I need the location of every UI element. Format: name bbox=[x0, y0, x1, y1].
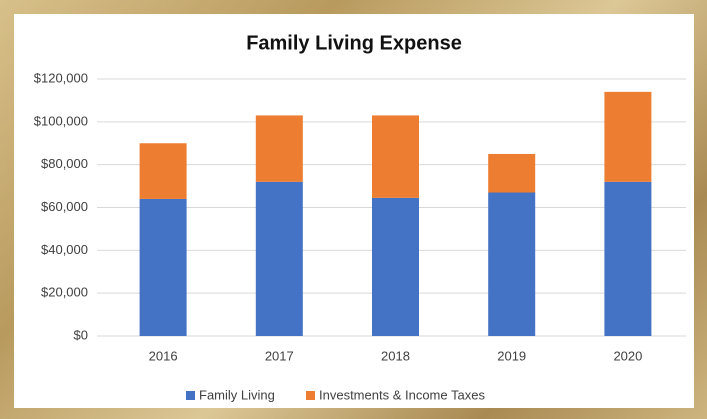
bar-segment bbox=[372, 197, 419, 336]
x-tick-label: 2016 bbox=[149, 348, 178, 363]
y-tick-label: $120,000 bbox=[34, 70, 88, 85]
y-tick-label: $20,000 bbox=[41, 285, 88, 300]
legend-label: Investments & Income Taxes bbox=[319, 387, 485, 402]
bar-segment bbox=[255, 181, 303, 336]
x-tick-label: 2017 bbox=[265, 348, 294, 363]
bar-segment bbox=[139, 143, 187, 199]
bar-segment bbox=[604, 91, 652, 182]
legend-swatch bbox=[306, 391, 315, 400]
legend-swatch bbox=[186, 391, 195, 400]
chart-area bbox=[14, 14, 694, 408]
y-tick-label: $40,000 bbox=[41, 242, 88, 257]
y-tick-label: $100,000 bbox=[34, 113, 88, 128]
y-tick-label: $0 bbox=[74, 327, 88, 342]
legend-label: Family Living bbox=[199, 387, 275, 402]
bar-segment bbox=[488, 192, 536, 336]
bar-segment bbox=[255, 115, 303, 182]
bar-segment bbox=[139, 198, 187, 336]
x-tick-label: 2019 bbox=[497, 348, 526, 363]
bar-segment bbox=[604, 181, 652, 336]
bar-segment bbox=[372, 115, 419, 198]
y-tick-label: $80,000 bbox=[41, 156, 88, 171]
bar-segment bbox=[488, 153, 536, 193]
chart-title: Family Living Expense bbox=[246, 32, 462, 54]
x-tick-label: 2020 bbox=[613, 348, 642, 363]
x-tick-label: 2018 bbox=[381, 348, 410, 363]
y-tick-label: $60,000 bbox=[41, 199, 88, 214]
